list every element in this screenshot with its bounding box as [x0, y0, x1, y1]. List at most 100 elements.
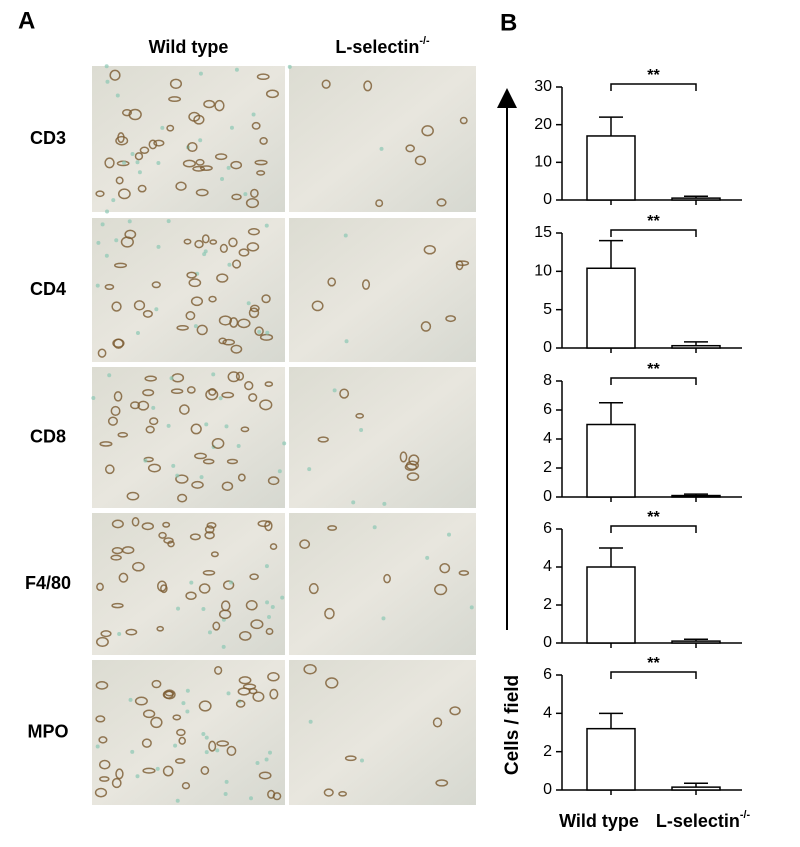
stain-spot: [194, 239, 204, 249]
stain-spot: [192, 165, 206, 172]
stain-spot: [134, 152, 144, 161]
stain-spot: [98, 759, 111, 770]
counterstain: [251, 112, 256, 117]
stain-spot: [178, 736, 186, 745]
stain-spot: [458, 570, 470, 576]
stain-spot: [190, 296, 204, 307]
stain-spot: [201, 234, 210, 244]
counterstain: [175, 798, 180, 803]
bar: [586, 423, 636, 498]
stain-spot: [115, 768, 124, 780]
stain-spot: [104, 157, 115, 169]
stain-spot: [245, 198, 260, 209]
stain-spot: [111, 777, 122, 789]
stain-spot: [250, 188, 259, 199]
stain-spot: [303, 663, 317, 675]
stain-spot: [214, 99, 225, 112]
bar: [671, 640, 721, 644]
stain-spot: [199, 165, 213, 171]
stain-spot: [212, 621, 221, 631]
counterstain: [204, 735, 209, 740]
stain-spot: [232, 259, 242, 269]
row-label: F4/80: [25, 573, 71, 593]
stain-spot: [157, 580, 168, 592]
counterstain: [185, 709, 190, 714]
stain-spot: [214, 665, 223, 675]
significance-bracket: [610, 525, 697, 533]
stain-spot: [256, 170, 266, 176]
stain-spot: [383, 573, 391, 584]
counterstain: [229, 125, 234, 130]
stain-spot: [344, 755, 357, 762]
counterstain: [128, 697, 133, 702]
stain-spot: [96, 582, 104, 591]
counterstain: [226, 691, 231, 696]
significance-bracket: [610, 83, 697, 91]
stain-spot: [218, 609, 232, 620]
counterstain: [287, 64, 292, 69]
y-axis-label: Cells / field: [502, 675, 523, 775]
stain-spot: [95, 681, 109, 690]
significance-label: **: [647, 67, 660, 84]
counterstain: [114, 238, 119, 243]
stain-spot: [208, 295, 217, 303]
counterstain: [246, 301, 251, 306]
counterstain: [270, 605, 275, 610]
y-tick-label: 6: [543, 520, 552, 537]
counterstain: [198, 71, 203, 76]
stain-spot: [245, 600, 258, 611]
stain-spot: [216, 740, 230, 747]
significance-bracket: [610, 671, 697, 679]
stain-spot: [94, 787, 108, 798]
stain-spot: [121, 109, 133, 117]
significance-label: **: [647, 361, 660, 378]
row-label: CD8: [30, 426, 66, 446]
stain-spot: [164, 690, 175, 697]
stain-spot: [132, 561, 145, 572]
counterstain: [127, 219, 132, 224]
stain-spot: [195, 158, 205, 166]
stain-spot: [160, 584, 168, 594]
counterstain: [193, 324, 198, 329]
counterstain: [267, 750, 272, 755]
stain-spot: [455, 260, 464, 271]
counterstain: [160, 125, 165, 130]
y-tick-label: 4: [543, 430, 552, 447]
stain-spot: [256, 73, 270, 81]
stain-spot: [209, 239, 218, 245]
y-tick-label: 20: [534, 116, 552, 133]
stain-spot: [142, 388, 155, 397]
column-header-sup: -/-: [419, 35, 430, 47]
stain-spot: [141, 522, 155, 531]
stain-spot: [218, 337, 227, 345]
stain-spot: [162, 765, 174, 777]
y-tick-label: 2: [543, 743, 552, 760]
stain-spot: [423, 244, 436, 255]
stain-spot: [185, 311, 196, 321]
stain-spot: [191, 480, 204, 489]
stain-spot: [247, 227, 260, 236]
stain-spot: [170, 388, 184, 395]
stain-spot: [221, 481, 234, 492]
stain-spot: [208, 387, 217, 396]
stain-spot: [435, 779, 449, 787]
stain-spot: [420, 321, 432, 332]
stain-spot: [137, 184, 147, 193]
counterstain: [372, 525, 377, 530]
counterstain: [249, 796, 254, 801]
stain-spot: [202, 458, 215, 465]
stain-spot: [299, 539, 311, 550]
stain-spot: [153, 139, 165, 147]
stain-spot: [141, 738, 152, 748]
stain-spot: [104, 464, 115, 475]
micrograph: [92, 218, 285, 362]
counterstain: [189, 580, 194, 585]
bar: [586, 135, 636, 201]
stain-spot: [142, 767, 156, 774]
stain-spot: [182, 159, 196, 168]
row-label: CD3: [30, 128, 66, 148]
column-header: Wild type: [149, 37, 229, 57]
x-tick-label-sup: -/-: [740, 809, 751, 821]
counterstain: [202, 252, 207, 257]
stain-spot: [167, 540, 175, 548]
